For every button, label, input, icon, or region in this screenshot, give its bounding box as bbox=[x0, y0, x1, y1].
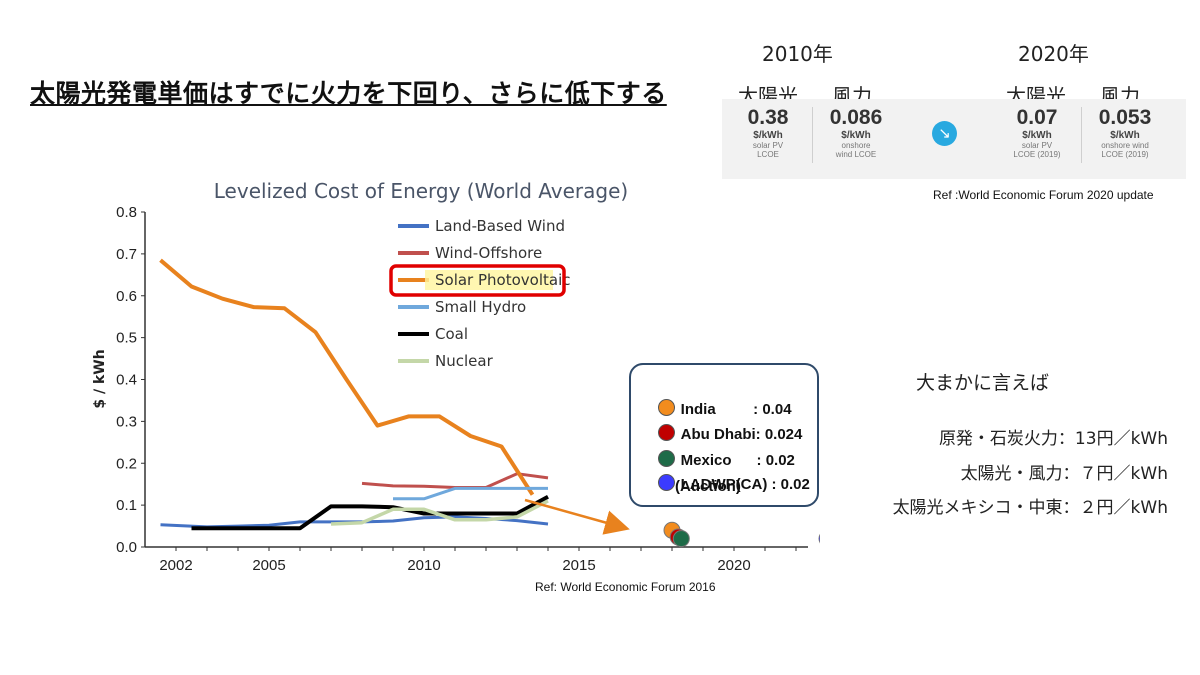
summary-line-1: 原発・石炭火力：13円／kWh bbox=[938, 429, 1168, 449]
x-tick-label: 2002 bbox=[159, 557, 192, 574]
chart-title: Levelized Cost of Energy (World Average) bbox=[214, 179, 628, 203]
auction-point-mexico bbox=[672, 530, 690, 548]
desc: wind LCOE bbox=[835, 150, 877, 159]
desc: solar PV bbox=[752, 141, 784, 150]
series-line-solar-photovoltaic bbox=[159, 258, 535, 496]
wef-item-wind-2010: 0.086 $/kWh onshore wind LCOE bbox=[821, 106, 891, 159]
legend-label-wind-offshore: Wind-Offshore bbox=[435, 244, 542, 262]
lcoe-line-chart: Levelized Cost of Energy (World Average)… bbox=[92, 179, 820, 574]
desc: LCOE (2019) bbox=[1013, 150, 1061, 159]
legend-label-solar-photovoltaic: Solar Photovoltaic bbox=[435, 271, 571, 289]
callout-row-ladwp: LADWP(CA) : 0.02 bbox=[641, 457, 810, 510]
summary-line-3: 太陽光メキシコ・中東：２円／kWh bbox=[892, 498, 1168, 518]
callout-label: Mexico : 0.02 bbox=[680, 452, 795, 469]
value: 0.053 bbox=[1098, 106, 1152, 129]
auction-point-ladwp-ca- bbox=[818, 533, 820, 544]
desc: solar PV bbox=[1021, 141, 1053, 150]
divider bbox=[1081, 107, 1082, 163]
value: 0.086 bbox=[829, 106, 883, 129]
axes: 0.0 0.1 0.2 0.3 0.4 0.5 0.6 0.7 0.8 2002 2005 2010 2… bbox=[116, 204, 808, 574]
slide-title: 太陽光発電単価はすでに火力を下回り、さらに低下する bbox=[30, 79, 667, 108]
wef-2020-reference: Ref :World Economic Forum 2020 update bbox=[933, 188, 1154, 202]
callout-note: (Auction) bbox=[675, 478, 741, 495]
unit: $/kWh bbox=[841, 130, 871, 141]
series-line-small-hydro bbox=[393, 486, 548, 501]
mexico-dot bbox=[657, 450, 675, 467]
auction-callout: India : 0.04 Abu Dhabi: 0.024 Mexico : 0… bbox=[629, 363, 819, 507]
summary-heading: 大まかに言えば bbox=[916, 372, 1050, 394]
y-tick-label: 0.6 bbox=[116, 288, 137, 305]
y-tick-label: 0.0 bbox=[116, 539, 137, 556]
legend-label-land-based-wind: Land-Based Wind bbox=[435, 217, 565, 235]
x-tick-label: 2010 bbox=[407, 557, 440, 574]
value: 0.07 bbox=[1016, 106, 1058, 129]
wef-item-wind-2020: 0.053 $/kWh onshore wind LCOE (2019) bbox=[1090, 106, 1160, 159]
y-tick-label: 0.7 bbox=[116, 246, 137, 263]
trend-arrow bbox=[524, 498, 630, 535]
ladwp-dot bbox=[657, 474, 675, 491]
callout-label: LADWP(CA) : 0.02 bbox=[680, 476, 810, 493]
y-axis-label: $ / kWh bbox=[92, 349, 108, 408]
series-line-coal bbox=[191, 495, 549, 531]
year-2020-label: 2020年 bbox=[1018, 42, 1089, 66]
y-tick-label: 0.3 bbox=[116, 413, 137, 430]
series-line-nuclear bbox=[330, 499, 549, 526]
y-tick-label: 0.1 bbox=[116, 497, 137, 514]
callout-row-abu-dhabi: Abu Dhabi: 0.024 bbox=[641, 407, 802, 460]
y-tick-label: 0.8 bbox=[116, 204, 137, 221]
callout-row-india: India : 0.04 bbox=[641, 382, 792, 435]
callout-label: Abu Dhabi: 0.024 bbox=[680, 426, 803, 443]
desc: onshore bbox=[841, 141, 871, 150]
legend-label-nuclear: Nuclear bbox=[435, 352, 494, 370]
desc: LCOE bbox=[757, 150, 779, 159]
trend-arrow-line bbox=[524, 498, 630, 535]
divider bbox=[812, 107, 813, 163]
unit: $/kWh bbox=[753, 130, 783, 141]
callout-row-mexico: Mexico : 0.02 bbox=[641, 433, 795, 486]
legend-label-small-hydro: Small Hydro bbox=[435, 298, 526, 316]
legend-highlight bbox=[425, 270, 553, 290]
abu-dhabi-dot bbox=[657, 424, 675, 441]
y-tick-label: 0.4 bbox=[116, 372, 137, 389]
callout-label: India : 0.04 bbox=[680, 401, 792, 418]
wef-item-solar-2020: 0.07 $/kWh solar PV LCOE (2019) bbox=[1002, 106, 1072, 159]
y-tick-label: 0.2 bbox=[116, 455, 137, 472]
chart-reference: Ref: World Economic Forum 2016 bbox=[535, 580, 716, 594]
legend-highlight-box bbox=[389, 264, 566, 297]
x-tick-label: 2015 bbox=[562, 557, 595, 574]
desc: onshore wind bbox=[1101, 141, 1149, 150]
desc: LCOE (2019) bbox=[1101, 150, 1149, 159]
down-right-arrow-icon: ↘ bbox=[932, 121, 957, 146]
series-layer bbox=[159, 258, 549, 531]
unit: $/kWh bbox=[1022, 130, 1052, 141]
y-tick-label: 0.5 bbox=[116, 330, 137, 347]
india-dot bbox=[657, 399, 675, 416]
year-2010-label: 2010年 bbox=[762, 42, 833, 66]
value: 0.38 bbox=[747, 106, 789, 129]
wef-item-solar-2010: 0.38 $/kWh solar PV LCOE bbox=[733, 106, 803, 159]
auction-points bbox=[663, 521, 820, 548]
x-tick-label: 2020 bbox=[717, 557, 750, 574]
summary-line-2: 太陽光・風力：７円／kWh bbox=[960, 464, 1168, 484]
unit: $/kWh bbox=[1110, 130, 1140, 141]
legend: Land-Based Wind Wind-Offshore Solar Photov… bbox=[389, 217, 571, 370]
x-tick-label: 2005 bbox=[252, 557, 285, 574]
legend-label-coal: Coal bbox=[435, 325, 468, 343]
